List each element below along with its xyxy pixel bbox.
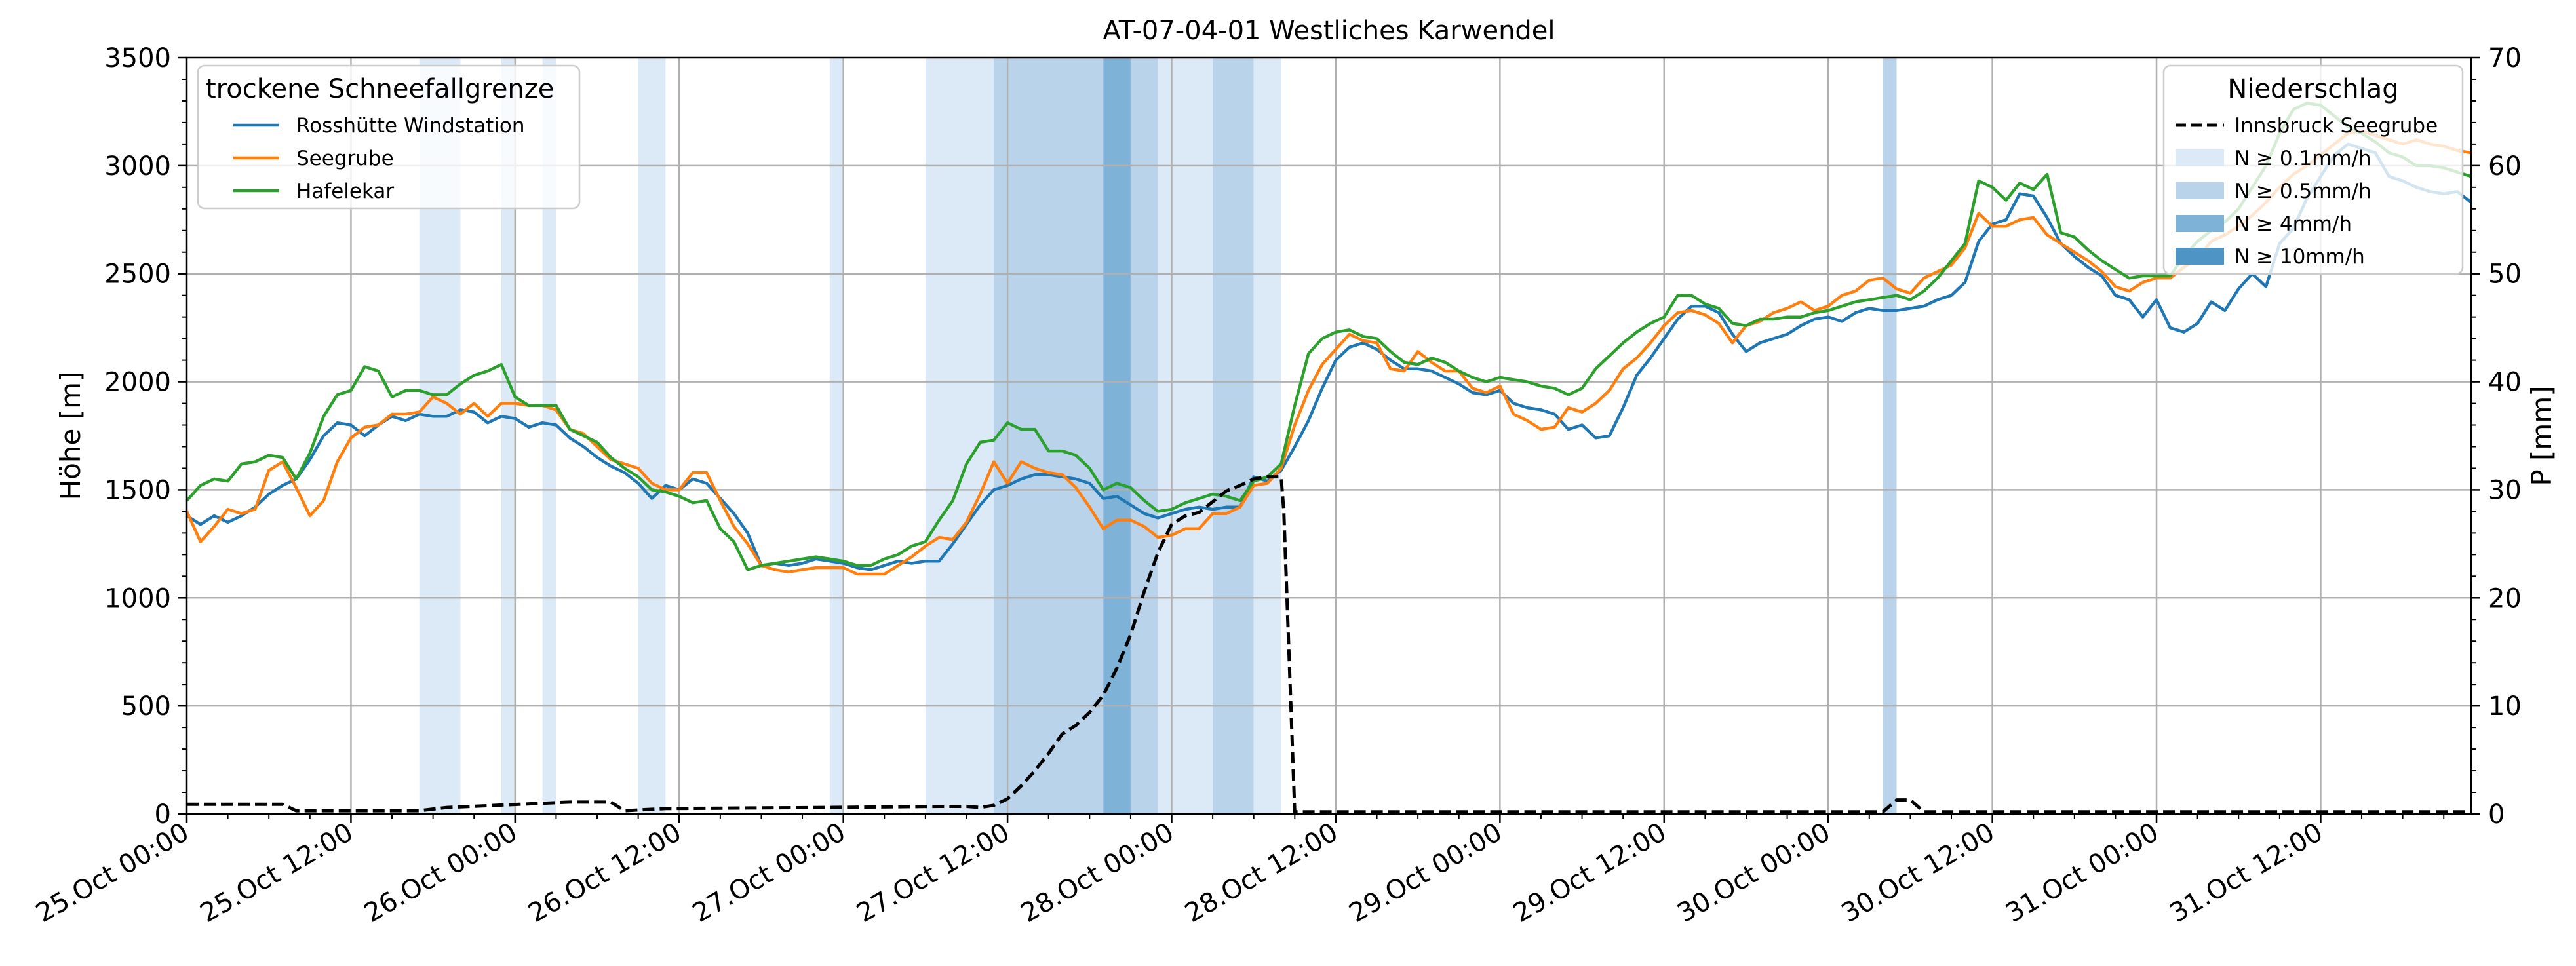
y-tick-label: 0 xyxy=(155,800,171,830)
y-axis-label: Höhe [m] xyxy=(54,372,87,501)
y-tick-label: 3000 xyxy=(104,151,171,182)
legend-label: Innsbruck Seegrube xyxy=(2234,114,2438,138)
series-line xyxy=(187,475,2471,814)
y2-tick-label: 0 xyxy=(2488,800,2505,830)
y-tick-label: 500 xyxy=(121,691,171,722)
y-tick-label: 2000 xyxy=(104,368,171,398)
legend-title: trockene Schneefallgrenze xyxy=(206,74,554,104)
legend-swatch xyxy=(2176,215,2224,232)
y2-tick-label: 30 xyxy=(2488,475,2522,505)
legend-swatch xyxy=(2176,149,2224,166)
series-line xyxy=(185,101,2472,571)
legend-label: N ≥ 0.5mm/h xyxy=(2234,180,2371,203)
y2-axis-label: P [mm] xyxy=(2526,385,2558,486)
precip-band xyxy=(1158,58,1213,814)
precip-band xyxy=(1213,58,1254,814)
legend-swatch xyxy=(2176,248,2224,265)
precip-band xyxy=(501,58,515,814)
legend-label: Seegrube xyxy=(296,147,394,170)
precip-band xyxy=(1103,58,1131,814)
y-tick-label: 2500 xyxy=(104,260,171,290)
series-line xyxy=(185,142,2472,571)
y2-tick-label: 60 xyxy=(2488,151,2522,182)
legend-swatch xyxy=(2176,182,2224,199)
precip-band xyxy=(1130,58,1158,814)
legend-label: Rosshütte Windstation xyxy=(296,114,525,138)
legend-snowfall-line: trockene Schneefallgrenze Rosshütte Winds… xyxy=(197,64,581,210)
precip-band xyxy=(1253,58,1281,814)
precip-band xyxy=(925,58,994,814)
y2-tick-label: 70 xyxy=(2488,43,2522,73)
precip-band xyxy=(638,58,666,814)
legend-precipitation: Niederschlag Innsbruck Seegrube N ≥ 0.1mm/… xyxy=(2162,64,2464,275)
y2-tick-label: 20 xyxy=(2488,583,2522,613)
legend-label: Hafelekar xyxy=(296,180,394,203)
legend-box xyxy=(197,64,581,210)
precip-band xyxy=(994,58,1104,814)
y2-tick-label: 40 xyxy=(2488,368,2522,398)
legend-label: N ≥ 0.1mm/h xyxy=(2234,147,2371,170)
y-tick-label: 3500 xyxy=(104,43,171,73)
plot-frame xyxy=(185,56,2472,815)
precip-band xyxy=(1883,58,1897,814)
legend-title: Niederschlag xyxy=(2227,74,2398,104)
legend-label: N ≥ 10mm/h xyxy=(2234,245,2365,269)
y-tick-label: 1500 xyxy=(104,475,171,505)
y2-tick-label: 10 xyxy=(2488,691,2522,722)
series-lines xyxy=(185,101,2472,814)
precip-band xyxy=(542,58,556,814)
y-tick-label: 1000 xyxy=(104,583,171,613)
y2-tick-label: 50 xyxy=(2488,260,2522,290)
chart-title: AT-07-04-01 Westliches Karwendel xyxy=(1103,16,1555,46)
precip-band xyxy=(829,58,844,814)
legend-box xyxy=(2162,64,2464,275)
legend-label: N ≥ 4mm/h xyxy=(2234,212,2352,236)
